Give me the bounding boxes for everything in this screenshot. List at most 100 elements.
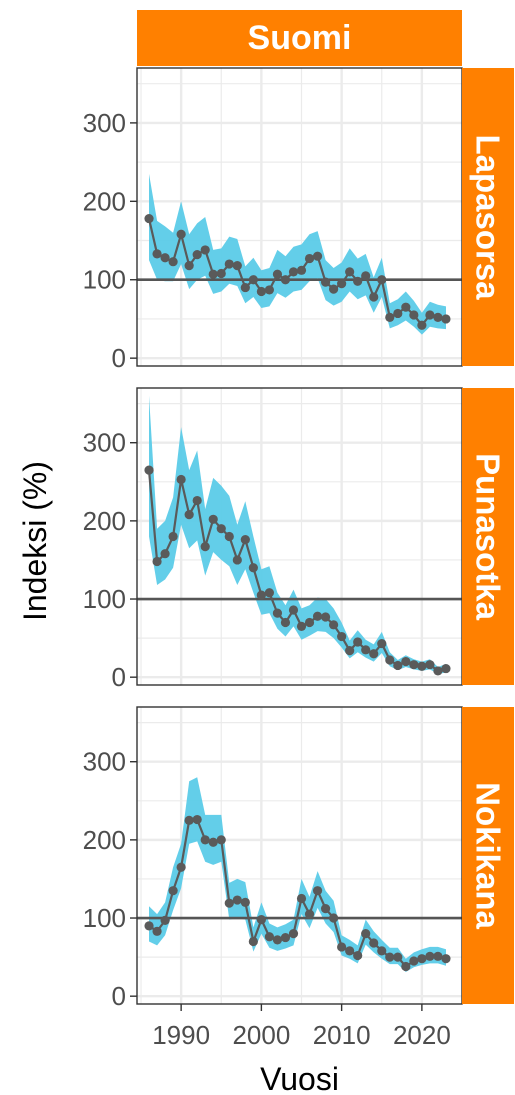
top-strip: Suomi (137, 10, 462, 66)
data-point (425, 310, 435, 320)
data-point (304, 617, 315, 628)
data-point (216, 268, 226, 279)
x-tick-label: 2020 (393, 1020, 451, 1050)
data-point (377, 638, 387, 649)
x-axis: 1990 2000 2010 2020 (152, 1004, 451, 1050)
x-tick-label: 1990 (152, 1020, 210, 1050)
data-point (256, 590, 266, 600)
data-point (160, 915, 170, 925)
data-point (272, 608, 283, 618)
data-point (256, 914, 266, 925)
data-point (240, 535, 250, 545)
panel-strip-label: Punasotka (470, 453, 507, 621)
data-point (409, 956, 419, 966)
data-point (216, 835, 226, 845)
data-point (361, 929, 371, 939)
data-point (248, 275, 258, 285)
data-point (152, 926, 162, 936)
y-tick-label: 200 (83, 186, 126, 216)
data-point (232, 261, 242, 271)
data-point (296, 893, 307, 904)
data-point (345, 646, 355, 656)
data-point (208, 269, 218, 279)
data-point (152, 556, 162, 567)
data-point (345, 946, 355, 956)
data-point (144, 921, 154, 931)
panel-lapasorsa: 0 100 200 300 Lapasorsa (83, 67, 514, 373)
data-point (224, 259, 234, 269)
y-tick-label: 200 (83, 506, 126, 536)
y-tick-label: 100 (83, 584, 126, 614)
data-point (264, 285, 275, 295)
data-point (264, 588, 275, 598)
data-point (377, 275, 387, 285)
data-point (401, 656, 411, 667)
data-point (184, 510, 194, 520)
data-point (296, 265, 307, 275)
data-point (248, 563, 258, 573)
panel-punasotka: 0 100 200 300 Punasotka (83, 387, 514, 692)
data-point (272, 935, 283, 945)
data-point (176, 862, 186, 872)
data-point (433, 666, 443, 676)
data-point (417, 661, 427, 671)
data-point (232, 555, 242, 565)
data-point (369, 938, 379, 948)
data-point (433, 312, 443, 322)
data-point (160, 549, 170, 559)
panel-background (137, 707, 462, 1004)
y-tick-label: 0 (112, 343, 126, 373)
data-point (433, 951, 443, 961)
data-point (304, 253, 315, 264)
data-point (320, 277, 331, 287)
data-point (296, 621, 307, 631)
data-point (208, 837, 218, 847)
data-point (224, 898, 234, 908)
data-point (353, 950, 363, 961)
data-point (337, 279, 347, 289)
x-tick-label: 2000 (232, 1020, 290, 1050)
data-point (409, 660, 419, 670)
panel-strip (462, 68, 514, 366)
data-point (152, 249, 162, 259)
x-tick-label: 2010 (313, 1020, 371, 1050)
data-point (361, 645, 371, 655)
data-point (393, 660, 403, 671)
data-point (216, 524, 226, 534)
data-point (288, 267, 299, 277)
data-point (224, 531, 234, 542)
data-point (160, 253, 170, 263)
y-tick-label: 300 (83, 747, 126, 777)
data-point (393, 952, 403, 962)
data-point (401, 302, 411, 312)
data-point (280, 275, 291, 285)
data-point (361, 271, 371, 281)
data-point (280, 617, 291, 628)
y-tick-label: 300 (83, 108, 126, 138)
y-tick-label: 300 (83, 428, 126, 458)
data-point (425, 951, 435, 961)
data-point (176, 229, 186, 239)
data-point (168, 257, 178, 267)
data-point (345, 267, 355, 277)
data-point (385, 312, 395, 322)
data-point (272, 269, 283, 279)
data-point (369, 649, 379, 659)
data-point (417, 320, 427, 330)
confidence-band (149, 777, 446, 972)
top-strip-background (137, 10, 462, 66)
data-point (409, 310, 419, 320)
data-point (240, 897, 250, 907)
y-axis-title: Indeksi (%) (17, 461, 53, 621)
data-point (192, 250, 202, 260)
data-point (337, 942, 347, 952)
data-point (144, 465, 154, 475)
data-point (280, 932, 291, 943)
data-point (200, 542, 210, 552)
data-point (441, 663, 451, 674)
data-point (176, 474, 186, 485)
data-point (385, 655, 395, 665)
data-point (377, 946, 387, 956)
panel-strip-label: Nokikana (470, 782, 507, 929)
